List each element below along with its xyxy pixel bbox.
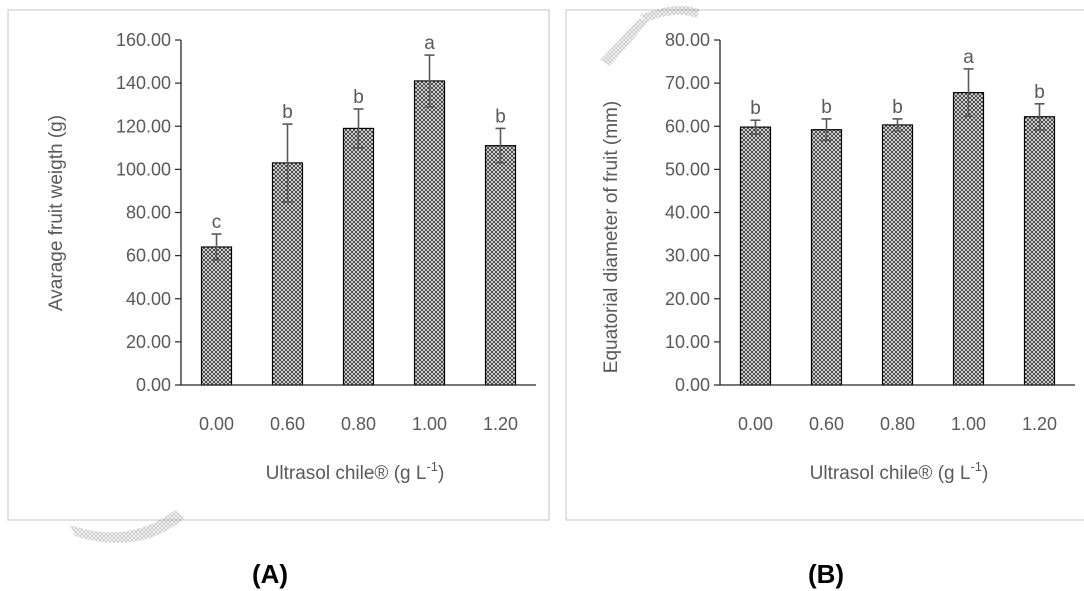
error-bars (750, 68, 1045, 142)
bar (484, 145, 517, 386)
error-bar (282, 123, 293, 203)
x-axis-title: Ultrasol chile® (g L-1) (810, 459, 989, 484)
panel-label-b: (B) (808, 559, 844, 589)
error-bar (495, 127, 506, 164)
x-axis-ticks: 0.00 0.60 0.80 1.00 1.20 (738, 414, 1057, 434)
significance-label: a (963, 47, 974, 68)
significance-label: b (821, 97, 832, 118)
error-bar (892, 118, 903, 132)
y-tick-label: 20.00 (665, 289, 710, 309)
y-tick-label: 120.00 (116, 116, 171, 136)
chart-panel-b: 0.00 10.00 20.00 30.00 40.00 50.00 60.00 70.00 8… (565, 9, 1084, 589)
error-bar (750, 119, 761, 135)
x-tick-label: 1.20 (1022, 414, 1057, 434)
y-tick-label: 20.00 (126, 332, 171, 352)
x-tick-label: 0.00 (738, 414, 773, 434)
error-bar (963, 68, 974, 118)
y-tick-label: 160.00 (116, 30, 171, 50)
bar (952, 92, 985, 386)
significance-label: b (892, 97, 903, 118)
y-tick-label: 80.00 (665, 30, 710, 50)
significance-label: c (212, 212, 222, 233)
y-tick-label: 10.00 (665, 332, 710, 352)
significance-labels: b b b a b (750, 47, 1045, 119)
x-tick-label: 0.60 (270, 414, 305, 434)
bar-series (200, 80, 517, 386)
x-tick-label: 0.60 (809, 414, 844, 434)
significance-label: b (353, 87, 364, 108)
error-bar (821, 118, 832, 142)
bar (810, 129, 843, 386)
significance-label: b (282, 102, 293, 123)
panel-label-a: (A) (252, 559, 288, 589)
y-tick-label: 40.00 (665, 203, 710, 223)
y-tick-label: 50.00 (665, 159, 710, 179)
error-bars (211, 54, 506, 261)
y-axis-title: Avarage fruit weigth (g) (46, 115, 67, 311)
y-tick-label: 40.00 (126, 289, 171, 309)
x-axis-ticks: 0.00 0.60 0.80 1.00 1.20 (199, 414, 518, 434)
error-bar (1034, 103, 1045, 131)
error-bar (353, 108, 364, 149)
significance-label: b (750, 98, 761, 119)
error-bar (424, 54, 435, 108)
significance-label: b (1034, 82, 1045, 103)
significance-label: b (495, 106, 506, 127)
y-tick-label: 140.00 (116, 73, 171, 93)
y-tick-label: 0.00 (136, 375, 171, 395)
y-tick-label: 70.00 (665, 73, 710, 93)
x-tick-label: 1.20 (483, 414, 518, 434)
chart-panel-a: 0.00 20.00 40.00 60.00 80.00 100.00 120.00 140.… (7, 9, 550, 589)
bar (342, 127, 375, 386)
significance-label: a (424, 33, 435, 54)
y-tick-label: 60.00 (126, 246, 171, 266)
x-tick-label: 1.00 (412, 414, 447, 434)
bar (739, 126, 772, 386)
decorative-ribbon (70, 6, 700, 543)
bar (881, 124, 914, 386)
x-tick-label: 0.00 (199, 414, 234, 434)
x-tick-label: 0.80 (880, 414, 915, 434)
error-bar (211, 233, 222, 261)
bar (200, 246, 233, 386)
y-tick-label: 80.00 (126, 203, 171, 223)
y-axis-title: Equatorial diameter of fruit (mm) (601, 101, 622, 373)
x-tick-label: 1.00 (951, 414, 986, 434)
y-axis-ticks: 0.00 10.00 20.00 30.00 40.00 50.00 60.00 70.00 8… (665, 30, 720, 395)
y-axis-ticks: 0.00 20.00 40.00 60.00 80.00 100.00 120.00 140.… (116, 30, 181, 395)
bar (1023, 116, 1056, 386)
x-tick-label: 0.80 (341, 414, 376, 434)
y-tick-label: 0.00 (675, 375, 710, 395)
y-tick-label: 30.00 (665, 246, 710, 266)
x-axis-title: Ultrasol chile® (g L-1) (266, 459, 445, 484)
y-tick-label: 60.00 (665, 116, 710, 136)
bar-series (739, 92, 1056, 386)
significance-labels: c b b a b (212, 33, 506, 233)
y-tick-label: 100.00 (116, 159, 171, 179)
bar (413, 80, 446, 386)
